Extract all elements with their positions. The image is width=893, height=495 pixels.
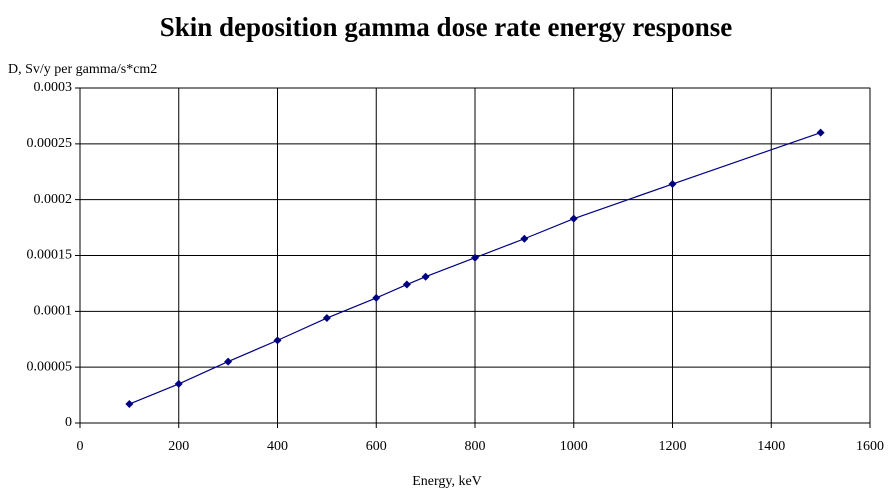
- data-point: [668, 180, 677, 189]
- x-tick-label: 1400: [757, 439, 785, 454]
- y-tick-label: 0.0002: [34, 192, 73, 207]
- data-point: [421, 272, 430, 281]
- data-point: [174, 379, 183, 388]
- chart-title: Skin deposition gamma dose rate energy r…: [160, 12, 733, 42]
- x-tick-label: 800: [465, 439, 486, 454]
- data-point: [125, 400, 134, 409]
- y-tick-label: 0.00025: [27, 136, 73, 151]
- x-axis-label: Energy, keV: [412, 474, 482, 489]
- x-tick-label: 600: [366, 439, 387, 454]
- data-point: [224, 357, 233, 366]
- y-tick-label: 0.0001: [34, 304, 73, 319]
- x-tick-label: 1200: [659, 439, 687, 454]
- data-point: [322, 314, 331, 323]
- data-point: [816, 128, 825, 137]
- y-axis-label: D, Sv/y per gamma/s*cm2: [8, 62, 157, 77]
- x-tick-label: 200: [168, 439, 189, 454]
- data-point: [520, 234, 529, 243]
- y-tick-label: 0.0003: [34, 80, 73, 95]
- y-tick-label: 0: [65, 415, 72, 430]
- x-tick-label: 400: [267, 439, 288, 454]
- data-point: [569, 214, 578, 223]
- y-tick-label: 0.00015: [27, 248, 73, 263]
- x-tick-label: 0: [77, 439, 84, 454]
- x-tick-label: 1000: [560, 439, 588, 454]
- data-point: [273, 336, 282, 345]
- y-tick-label: 0.00005: [27, 359, 73, 374]
- data-point: [372, 293, 381, 302]
- x-tick-label: 1600: [856, 439, 884, 454]
- data-point: [402, 280, 411, 289]
- data-point: [471, 253, 479, 262]
